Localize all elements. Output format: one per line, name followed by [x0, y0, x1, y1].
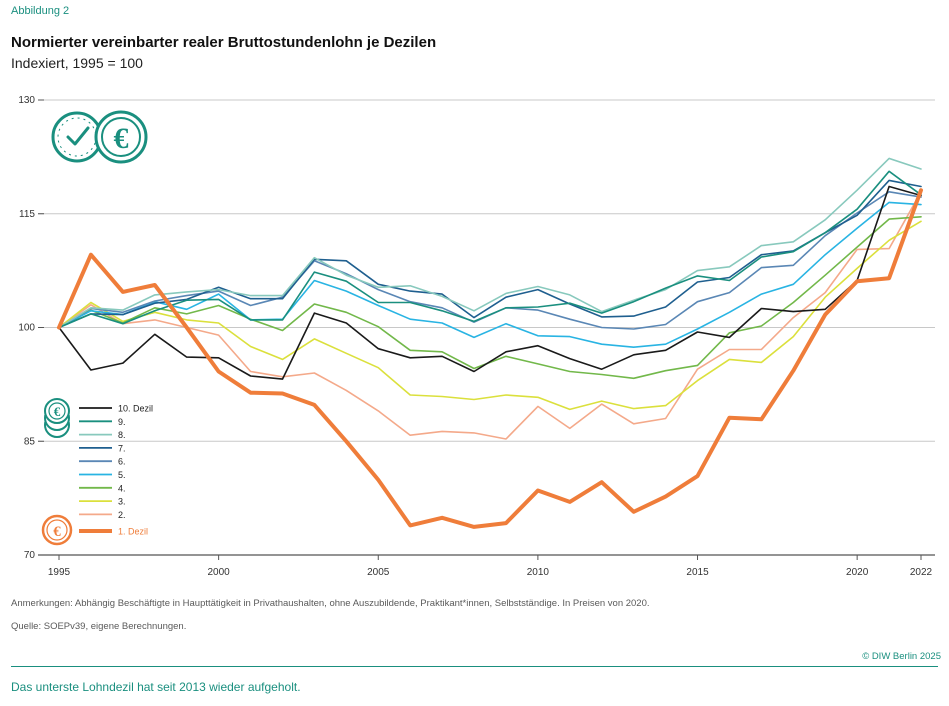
x-tick-label: 2020: [846, 567, 869, 578]
legend-label: 7.: [118, 443, 126, 453]
y-tick-label: 85: [24, 436, 36, 447]
svg-text:€: €: [114, 122, 129, 155]
svg-text:€: €: [54, 404, 61, 419]
x-tick-label: 2005: [367, 567, 390, 578]
line-chart: 70 85 100 115 130 1995 2000 2005 2010 2015 2020 202…: [18, 95, 935, 578]
figure-label: Abbildung 2: [11, 5, 70, 17]
euro-coin-icon: €: [94, 110, 148, 164]
chart-gridlines: [38, 99, 935, 442]
series-line-8: [58, 220, 922, 411]
chart-legend: 10. Dezil 9. 8. 7. 6. 5. 4. 3. 2. 1. Dezil: [79, 404, 153, 537]
series-line-6: [58, 201, 922, 349]
x-tick-label: 2010: [527, 567, 550, 578]
legend-label: 4.: [118, 483, 126, 493]
series-line-4: [58, 179, 922, 329]
x-tick-label: 1995: [48, 567, 71, 578]
legend-label: 10. Dezil: [118, 404, 153, 414]
legend-label: 2.: [118, 510, 126, 520]
chart-series: [57, 157, 923, 529]
series-line-2: [58, 170, 922, 329]
euro-coin-orange-icon: €: [41, 514, 73, 546]
y-tick-label: 130: [18, 95, 35, 106]
divider: [11, 666, 938, 667]
legend-label: 1. Dezil: [118, 527, 148, 537]
legend-label: 6.: [118, 457, 126, 467]
clock-icon: [51, 111, 103, 163]
svg-text:€: €: [53, 524, 61, 540]
y-tick-label: 115: [19, 209, 35, 220]
series-line-3: [58, 157, 922, 329]
euro-coin-stack-icon: €: [44, 398, 70, 438]
series-line-7: [58, 216, 922, 380]
figure-caption: Das unterste Lohndezil hat seit 2013 wie…: [11, 680, 301, 694]
chart-axes: 70 85 100 115 130 1995 2000 2005 2010 2015 2020 202…: [18, 95, 935, 578]
x-tick-label: 2015: [686, 567, 709, 578]
x-tick-label: 2022: [910, 567, 933, 578]
legend-label: 8.: [118, 430, 126, 440]
chart-title: Normierter vereinbarter realer Bruttostu…: [11, 34, 437, 51]
chart-subtitle: Indexiert, 1995 = 100: [11, 55, 143, 71]
legend-label: 5.: [118, 470, 126, 480]
legend-label: 3.: [118, 497, 126, 507]
legend-label: 9.: [118, 417, 126, 427]
y-tick-label: 100: [18, 323, 35, 334]
copyright: © DIW Berlin 2025: [862, 651, 941, 662]
x-tick-label: 2000: [208, 567, 231, 578]
series-line-10: [57, 188, 923, 529]
series-line-9: [58, 191, 922, 440]
chart-note: Anmerkungen: Abhängig Beschäftigte in Ha…: [11, 598, 650, 609]
series-line-1: [58, 185, 922, 380]
chart-source: Quelle: SOEPv39, eigene Berechnungen.: [11, 621, 187, 632]
y-tick-label: 70: [24, 550, 36, 561]
